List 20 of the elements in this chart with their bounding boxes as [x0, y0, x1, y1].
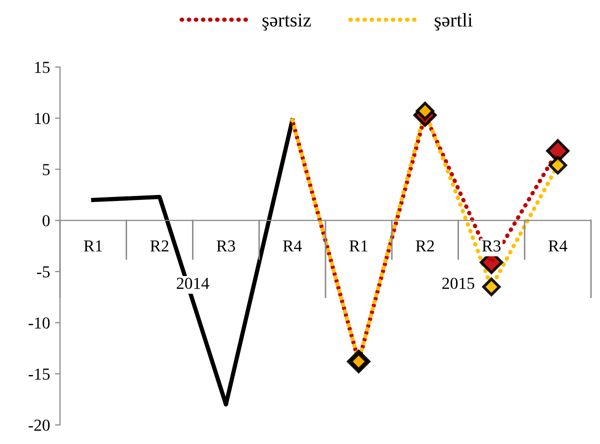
x-tick-label: R4 [548, 240, 568, 252]
x-tick-label: R3 [482, 240, 501, 252]
legend-label: şərtli [434, 13, 472, 31]
x-tick-label: R1 [349, 240, 368, 252]
y-tick-label: 5 [42, 164, 50, 176]
y-tick-label: 10 [35, 112, 50, 124]
x-tick-label: R2 [416, 240, 434, 252]
annotation: 2014 [176, 278, 210, 289]
y-tick-label: -5 [37, 266, 50, 278]
annotation: 2015 [442, 278, 474, 289]
y-tick-label: -20 [28, 420, 50, 431]
y-tick-label: 15 [35, 62, 50, 73]
x-tick-label: R1 [84, 240, 102, 252]
y-tick-label: 0 [42, 215, 50, 226]
x-tick-label: R2 [150, 240, 168, 252]
x-tick-label: R4 [283, 240, 302, 252]
legend-label: şərtsiz [262, 14, 311, 31]
x-tick-label: R3 [216, 240, 236, 252]
y-tick-label: -10 [28, 317, 50, 329]
y-tick-label: -15 [28, 368, 50, 380]
